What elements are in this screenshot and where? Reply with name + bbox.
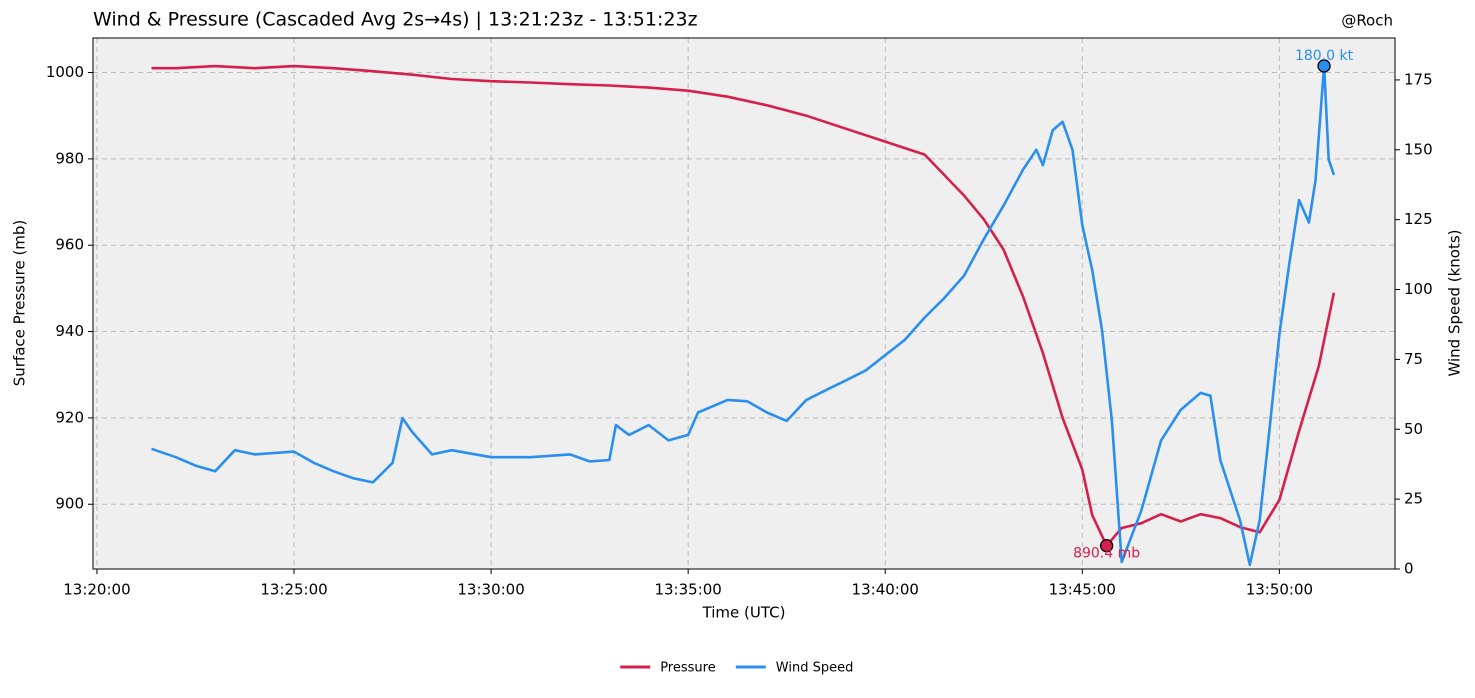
x-tick-label: 13:45:00 [1049, 581, 1116, 599]
x-axis-label: Time (UTC) [702, 604, 786, 622]
legend-label: Wind Speed [776, 661, 854, 676]
x-tick-label: 13:40:00 [852, 581, 919, 599]
x-tick-label: 13:25:00 [260, 581, 327, 599]
series-line [151, 64, 1336, 547]
annotation-marker [1099, 539, 1114, 553]
credit: @Roch [1341, 12, 1393, 30]
annotation-label: 890.4 mb [1073, 546, 1140, 562]
chart-title: Wind & Pressure (Cascaded Avg 2s→4s) | 1… [93, 9, 698, 31]
plot-frame [92, 37, 1396, 570]
y2-tick-label: 75 [1404, 350, 1423, 368]
y2-tick-label: 0 [1404, 560, 1414, 578]
y2-axis-label: Wind Speed (knots) [1446, 229, 1464, 376]
x-tick-label: 13:30:00 [457, 581, 524, 599]
y-axis-label: Surface Pressure (mb) [11, 220, 29, 387]
y-tick-label: 960 [55, 236, 84, 254]
x-tick-label: 13:35:00 [654, 581, 721, 599]
series-line [151, 64, 1336, 567]
x-tick-label: 13:20:00 [63, 581, 130, 599]
y2-tick-label: 25 [1404, 490, 1423, 508]
y-tick-label: 1000 [46, 63, 84, 81]
legend-label: Pressure [660, 661, 716, 676]
y2-tick-label: 100 [1404, 280, 1433, 298]
annotation-marker [1317, 59, 1331, 73]
y2-tick-label: 125 [1404, 210, 1433, 228]
y2-tick-label: 150 [1404, 140, 1433, 158]
annotation-label: 180.0 kt [1295, 48, 1354, 64]
y-tick-label: 980 [55, 149, 84, 167]
plot-background [93, 38, 1395, 569]
y-tick-label: 920 [55, 408, 84, 426]
y-tick-label: 940 [55, 322, 84, 340]
y-tick-label: 900 [55, 495, 84, 513]
y2-tick-label: 50 [1404, 420, 1423, 438]
x-tick-label: 13:50:00 [1246, 581, 1313, 599]
y2-tick-label: 175 [1404, 70, 1433, 88]
